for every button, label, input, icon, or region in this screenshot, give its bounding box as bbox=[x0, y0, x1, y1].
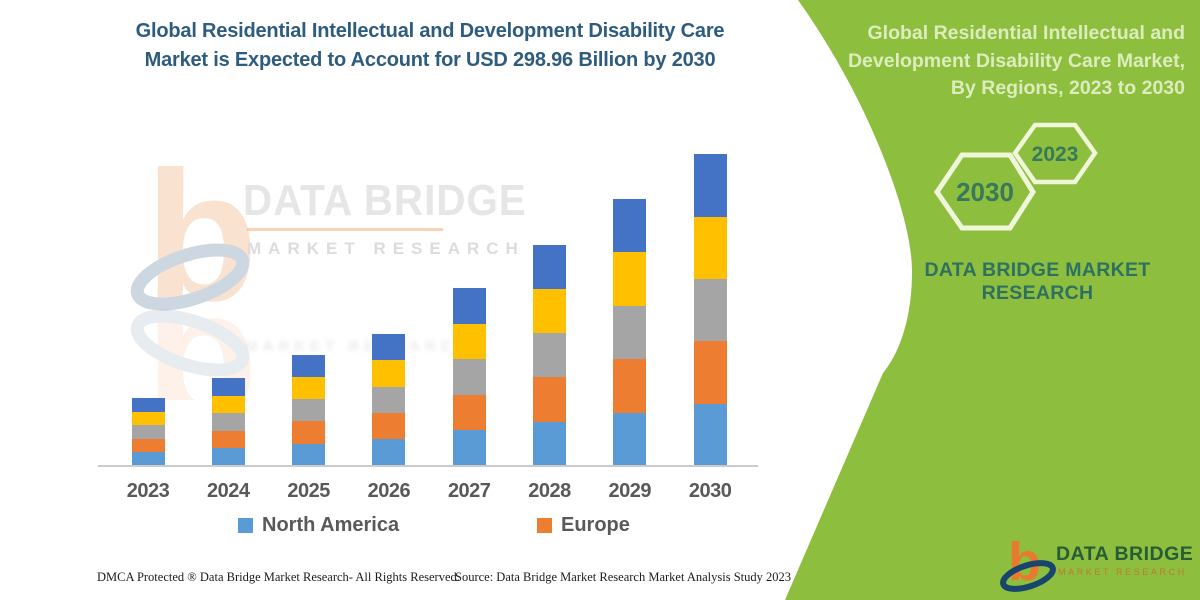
stacked-bar-2029 bbox=[613, 198, 647, 466]
year-hexagons: 2030 2023 bbox=[933, 122, 1098, 231]
bar-2027-segment-unlabeled-yellow bbox=[452, 323, 486, 360]
stacked-bar-2030 bbox=[693, 154, 727, 466]
x-axis-label-2024: 2024 bbox=[207, 480, 250, 502]
stacked-bar-2024 bbox=[211, 378, 245, 466]
bar-2023-segment-unlabeled-gray bbox=[131, 425, 165, 439]
stacked-bar-2025 bbox=[292, 354, 326, 466]
bar-2025-segment-unlabeled-dark-blue bbox=[292, 354, 326, 377]
hexagon-2023 bbox=[1012, 122, 1098, 185]
legend-swatch-europe bbox=[537, 518, 552, 533]
bar-2026-segment-north-america bbox=[372, 439, 406, 466]
stacked-bar-2027 bbox=[452, 288, 486, 466]
legend-swatch-north-america bbox=[238, 518, 253, 533]
bar-2027-segment-north-america bbox=[452, 430, 486, 466]
logo-swoosh-icon bbox=[1000, 560, 1056, 592]
bar-2028-segment-europe bbox=[533, 377, 566, 422]
page-title-line2: Market is Expected to Account for USD 29… bbox=[144, 49, 716, 71]
bar-2028-segment-unlabeled-yellow bbox=[533, 288, 566, 334]
right-panel-brand: DATA BRIDGE MARKET RESEARCH bbox=[880, 259, 1195, 305]
bar-2023-segment-europe bbox=[131, 438, 165, 453]
legend-label-north-america: North America bbox=[262, 514, 400, 536]
bar-2030-segment-unlabeled-yellow bbox=[693, 216, 727, 280]
page-title: Global Residential Intellectual and Deve… bbox=[95, 17, 765, 75]
bar-2024-segment-unlabeled-dark-blue bbox=[211, 378, 245, 396]
right-panel-title-line1: Global Residential Intellectual and bbox=[867, 22, 1185, 44]
bar-2026-segment-unlabeled-yellow bbox=[372, 360, 406, 387]
x-axis-label-2030: 2030 bbox=[688, 480, 732, 502]
legend-item-north-america: North America bbox=[238, 514, 399, 537]
logo-brand-text: DATA BRIDGE bbox=[1056, 543, 1193, 565]
bar-2029-segment-unlabeled-gray bbox=[613, 305, 647, 360]
stacked-bar-2028 bbox=[533, 244, 566, 466]
right-panel-title-line3: By Regions, 2023 to 2030 bbox=[950, 77, 1185, 99]
bar-2026-segment-europe bbox=[372, 413, 406, 440]
page-title-line1: Global Residential Intellectual and Deve… bbox=[135, 20, 725, 42]
bar-2027-segment-europe bbox=[452, 394, 486, 431]
bar-2024-segment-unlabeled-gray bbox=[211, 413, 245, 431]
data-bridge-logo: b DATA BRIDGE MARKET RESEARCH bbox=[1000, 532, 1193, 592]
right-panel-title-line2: Development Disability Care Market, bbox=[847, 49, 1185, 72]
bar-2026-segment-unlabeled-dark-blue bbox=[372, 333, 406, 361]
footer-source: Source: Data Bridge Market Research Mark… bbox=[455, 570, 792, 584]
bar-2026-segment-unlabeled-gray bbox=[372, 386, 406, 414]
x-axis-label-2028: 2028 bbox=[528, 480, 571, 502]
x-axis-label-2026: 2026 bbox=[367, 480, 411, 502]
bar-2029-segment-europe bbox=[613, 359, 647, 413]
bar-2028-segment-unlabeled-dark-blue bbox=[533, 244, 566, 289]
bar-2023-segment-unlabeled-yellow bbox=[131, 411, 165, 426]
bar-2030-segment-north-america bbox=[693, 403, 727, 466]
stacked-bar-2026 bbox=[372, 333, 406, 466]
x-axis-label-2029: 2029 bbox=[608, 480, 652, 502]
bar-2024-segment-europe bbox=[211, 430, 245, 449]
bar-2023-segment-north-america bbox=[131, 452, 165, 466]
bar-2024-segment-unlabeled-yellow bbox=[211, 395, 245, 414]
bar-2030-segment-unlabeled-dark-blue bbox=[693, 154, 727, 217]
bar-2027-segment-unlabeled-gray bbox=[452, 359, 486, 395]
x-axis-line bbox=[98, 465, 758, 467]
bar-2029-segment-unlabeled-yellow bbox=[613, 252, 647, 306]
bar-2028-segment-unlabeled-gray bbox=[533, 333, 566, 378]
bar-2025-segment-north-america bbox=[292, 443, 326, 466]
bar-2024-segment-north-america bbox=[211, 448, 245, 466]
footer-dmca: DMCA Protected ® Data Bridge Market Rese… bbox=[97, 570, 460, 584]
bar-2025-segment-unlabeled-yellow bbox=[292, 376, 326, 400]
right-panel-brand-line1: DATA BRIDGE MARKET bbox=[924, 259, 1151, 281]
bar-2025-segment-europe bbox=[292, 421, 326, 444]
bar-2025-segment-unlabeled-gray bbox=[292, 399, 326, 422]
legend-label-europe: Europe bbox=[561, 514, 630, 536]
hexagon-2030 bbox=[933, 152, 1036, 231]
bar-2029-segment-north-america bbox=[613, 412, 647, 466]
logo-sub-text: MARKET RESEARCH bbox=[1058, 567, 1187, 577]
x-axis-label-2023: 2023 bbox=[126, 480, 170, 502]
bar-2029-segment-unlabeled-dark-blue bbox=[613, 198, 647, 253]
hexagon-2030-label: 2030 bbox=[956, 177, 1014, 207]
bar-2030-segment-europe bbox=[693, 341, 727, 404]
bar-2027-segment-unlabeled-dark-blue bbox=[452, 288, 486, 324]
x-axis-label-2025: 2025 bbox=[287, 480, 330, 502]
right-panel-title: Global Residential Intellectual and Deve… bbox=[845, 20, 1185, 103]
legend-item-europe: Europe bbox=[537, 514, 630, 537]
hexagon-2023-label: 2023 bbox=[1032, 143, 1079, 166]
x-axis-label-2027: 2027 bbox=[447, 480, 491, 502]
right-panel-brand-line2: RESEARCH bbox=[981, 282, 1094, 304]
bar-2030-segment-unlabeled-gray bbox=[693, 279, 727, 342]
bar-2023-segment-unlabeled-dark-blue bbox=[131, 398, 165, 412]
stacked-bar-2023 bbox=[131, 398, 165, 466]
bar-2028-segment-north-america bbox=[533, 421, 566, 466]
